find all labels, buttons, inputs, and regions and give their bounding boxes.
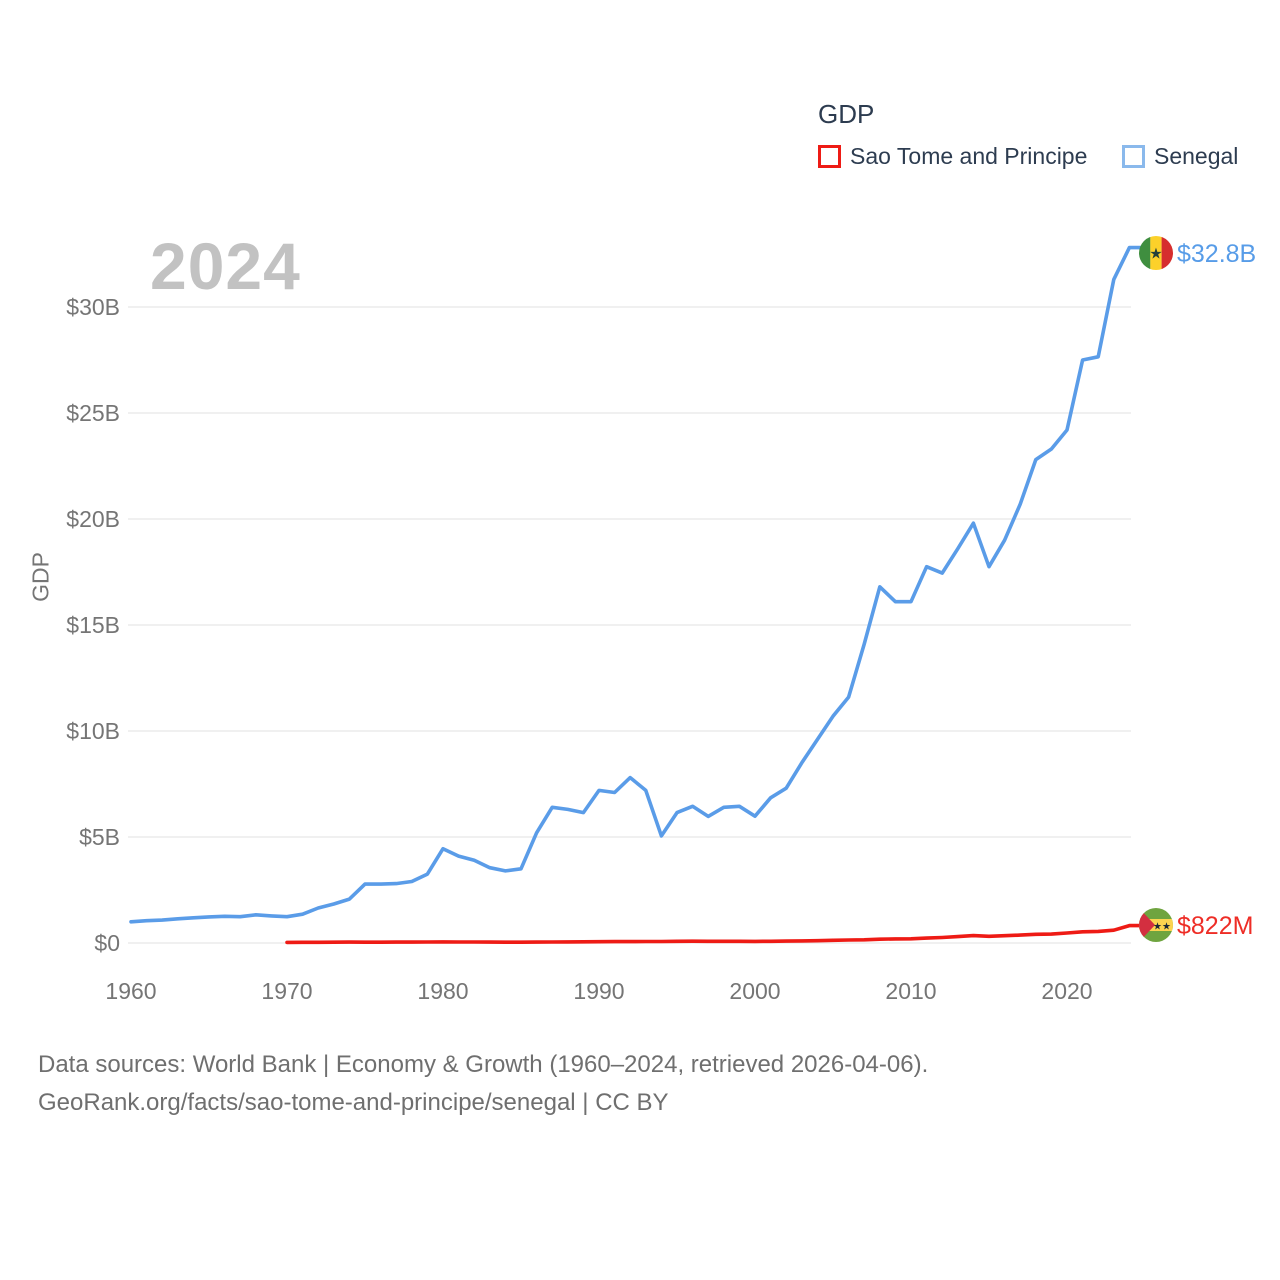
y-tick-label: $10B (66, 718, 120, 744)
sao-tome-flag-icon: ★ ★ (1139, 908, 1173, 942)
sao-tome-end-value-label: $822M (1177, 912, 1254, 940)
x-tick-label: 1980 (417, 978, 468, 1004)
x-tick-label: 2020 (1041, 978, 1092, 1004)
y-tick-label: $25B (66, 400, 120, 426)
senegal-gdp-line (129, 245, 1143, 924)
y-tick-label: $20B (66, 506, 120, 532)
footer-data-sources: Data sources: World Bank | Economy & Gro… (38, 1051, 929, 1078)
legend-item-label: Sao Tome and Principe (850, 143, 1088, 169)
y-tick-label: $15B (66, 612, 120, 638)
sao-tome-and-principe-gdp-line (285, 923, 1143, 945)
senegal-end-value-label: $32.8B (1177, 240, 1257, 268)
watermark-year: 2024 (150, 229, 301, 303)
legend-item-sao-tome-and-principe[interactable]: Sao Tome and Principe (818, 143, 1087, 170)
y-tick-label: $5B (79, 824, 120, 850)
x-tick-label: 2000 (729, 978, 780, 1004)
legend-title: GDP (818, 99, 875, 129)
footer: Data sources: World Bank | Economy & Gro… (38, 1046, 928, 1122)
senegal-legend-swatch (1122, 145, 1145, 168)
y-tick-label: $0 (94, 930, 120, 956)
sao-tome-flag-star: ★ (1162, 922, 1171, 933)
chart-canvas: $0 $5B $10B $15B $20B $25B $30B 1960 1970 1980 199… (66, 245, 1143, 1004)
y-tick-label: $30B (66, 294, 120, 320)
footer-attribution-link: GeoRank.org/facts/sao-tome-and-principe/… (38, 1089, 669, 1116)
legend-item-senegal[interactable]: Senegal (1122, 143, 1238, 170)
x-tick-label: 1970 (261, 978, 312, 1004)
sao-tome-legend-swatch (818, 145, 841, 168)
sao-tome-flag-star: ★ (1153, 922, 1162, 933)
x-tick-label: 1960 (105, 978, 156, 1004)
senegal-flag-icon: ★ (1139, 236, 1173, 270)
senegal-flag-star: ★ (1149, 245, 1162, 263)
x-tick-label: 1990 (573, 978, 624, 1004)
x-tick-label: 2010 (885, 978, 936, 1004)
legend-item-label: Senegal (1154, 143, 1239, 169)
